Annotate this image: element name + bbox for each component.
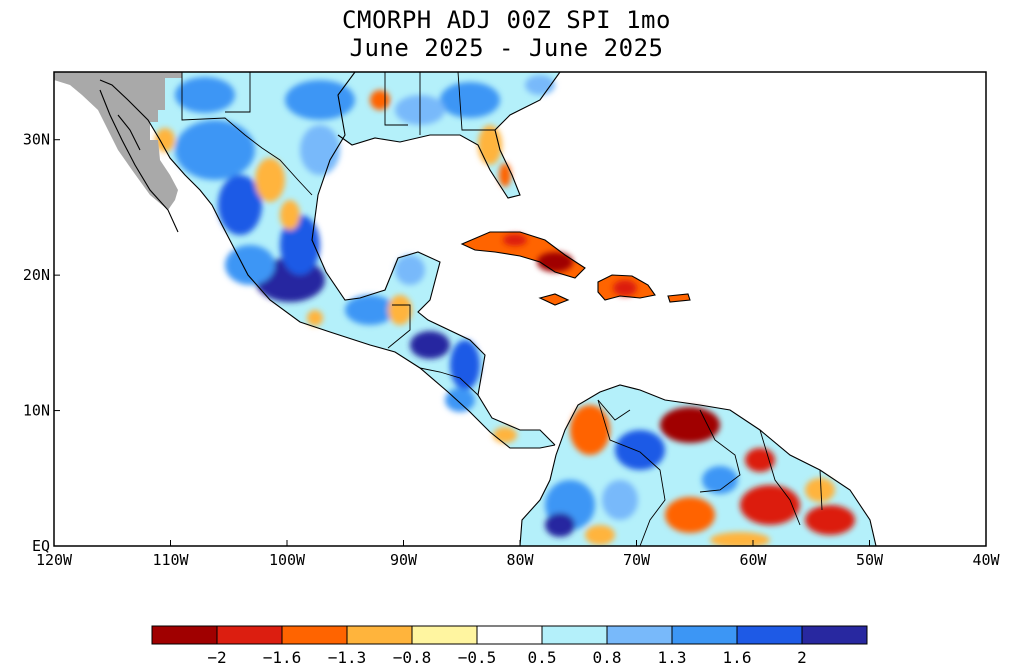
colorbar-swatch — [346, 625, 413, 645]
map-subtitle: June 2025 - June 2025 — [349, 34, 664, 62]
x-tick-label: 90W — [390, 551, 418, 569]
x-tick-label: 60W — [739, 551, 767, 569]
colorbar-label: 1.6 — [723, 648, 752, 667]
x-tick-label: 110W — [152, 551, 189, 569]
y-tick-label: 10N — [23, 402, 50, 420]
colorbar-swatch — [736, 625, 803, 645]
y-axis: EQ 10N 20N 30N — [23, 131, 60, 555]
x-tick-label: 40W — [972, 551, 1000, 569]
colorbar-label: −1.3 — [328, 648, 367, 667]
borders — [181, 72, 823, 546]
colorbar-label: −0.5 — [458, 648, 497, 667]
colorbar-boxes — [151, 625, 868, 645]
colorbar-swatch — [671, 625, 738, 645]
colorbar-label: −2 — [207, 648, 226, 667]
map-title: CMORPH ADJ 00Z SPI 1mo — [342, 6, 671, 34]
colorbar-swatch — [216, 625, 283, 645]
colorbar-label: 1.3 — [658, 648, 687, 667]
x-tick-label: 70W — [623, 551, 651, 569]
x-tick-label: 120W — [36, 551, 73, 569]
anomaly-patches — [155, 75, 855, 546]
colorbar-swatch — [606, 625, 673, 645]
colorbar-label: −1.6 — [263, 648, 302, 667]
x-tick-label: 100W — [269, 551, 306, 569]
y-tick-label: EQ — [32, 537, 50, 555]
colorbar-swatch — [801, 625, 868, 645]
missing-data-region — [54, 72, 182, 210]
spi-map: 120W 110W 100W 90W 80W 70W 60W 50W 40W EQ 10N 20N 3… — [23, 71, 1001, 569]
x-axis: 120W 110W 100W 90W 80W 70W 60W 50W 40W — [36, 540, 1001, 569]
colorbar-label: 0.5 — [528, 648, 557, 667]
colorbar: −2 −1.6 −1.3 −0.8 −0.5 0.5 0.8 1.3 1.6 2 — [151, 625, 868, 667]
colorbar-labels: −2 −1.6 −1.3 −0.8 −0.5 0.5 0.8 1.3 1.6 2 — [207, 648, 806, 667]
colorbar-swatch — [281, 625, 348, 645]
colorbar-swatch — [476, 625, 543, 645]
colorbar-swatch — [541, 625, 608, 645]
x-tick-label: 80W — [506, 551, 534, 569]
x-tick-label: 50W — [856, 551, 884, 569]
coastlines — [99, 72, 877, 546]
colorbar-label: 2 — [797, 648, 807, 667]
y-tick-label: 20N — [23, 266, 50, 284]
colorbar-swatch — [411, 625, 478, 645]
colorbar-label: 0.8 — [593, 648, 622, 667]
colorbar-swatch — [151, 625, 218, 645]
colorbar-label: −0.8 — [393, 648, 432, 667]
y-tick-label: 30N — [23, 131, 50, 149]
